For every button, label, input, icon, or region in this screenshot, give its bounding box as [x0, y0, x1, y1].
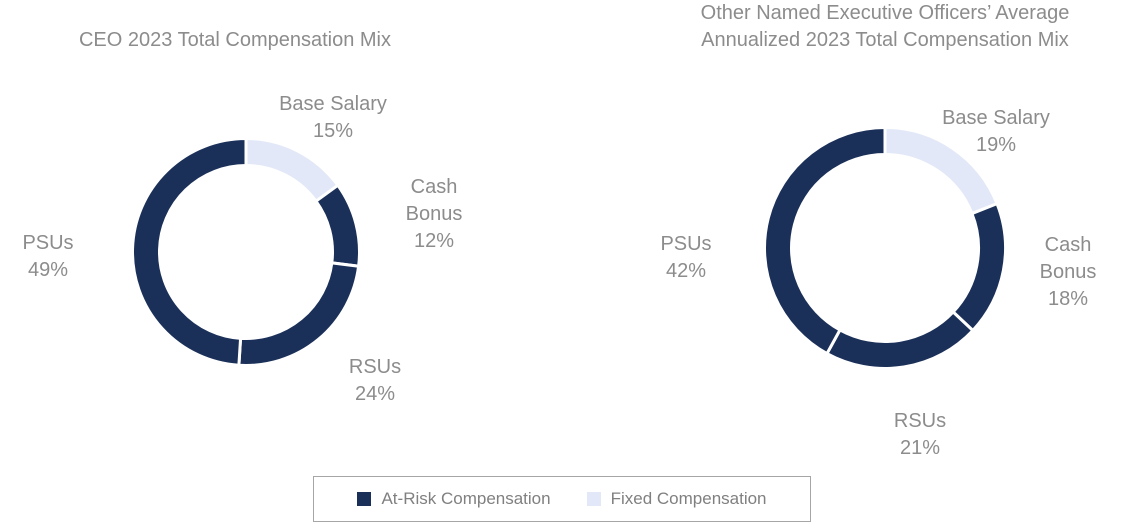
neo-chart-title: Other Named Executive Officers’ Average …	[640, 0, 1130, 54]
neo-slice-cash-bonus	[951, 201, 1007, 333]
neo-chart-title-line-2: Annualized 2023 Total Compensation Mix	[701, 29, 1069, 51]
legend-label-at-risk: At-Risk Compensation	[381, 489, 551, 508]
neo-label-psus: PSUs 42%	[660, 233, 711, 282]
neo-label-base-salary: Base Salary 19%	[942, 107, 1050, 156]
at-risk-swatch	[357, 492, 372, 506]
neo-label-rsus: RSUs 21%	[894, 410, 946, 459]
fixed-swatch	[586, 492, 601, 506]
ceo-label-base-salary: Base Salary 15%	[279, 93, 387, 142]
ceo-label-psus: PSUs 49%	[22, 232, 73, 281]
neo-chart-title-line-1: Other Named Executive Officers’ Average	[700, 2, 1070, 24]
ceo-slice-psus	[131, 136, 248, 367]
ceo-chart-title: CEO 2023 Total Compensation Mix	[78, 29, 391, 51]
legend-item-fixed: Fixed Compensation	[586, 489, 767, 509]
neo-slice-psus	[763, 125, 887, 356]
chart-legend: At-Risk Compensation Fixed Compensation	[313, 476, 811, 522]
neo-slice-rsus	[824, 309, 975, 370]
legend-item-at-risk: At-Risk Compensation	[357, 489, 551, 509]
legend-label-fixed: Fixed Compensation	[610, 489, 767, 508]
neo-label-cash-bonus: Cash Bonus 18%	[1040, 234, 1097, 310]
ceo-label-cash-bonus: Cash Bonus 12%	[406, 176, 463, 252]
ceo-label-rsus: RSUs 24%	[349, 356, 401, 405]
